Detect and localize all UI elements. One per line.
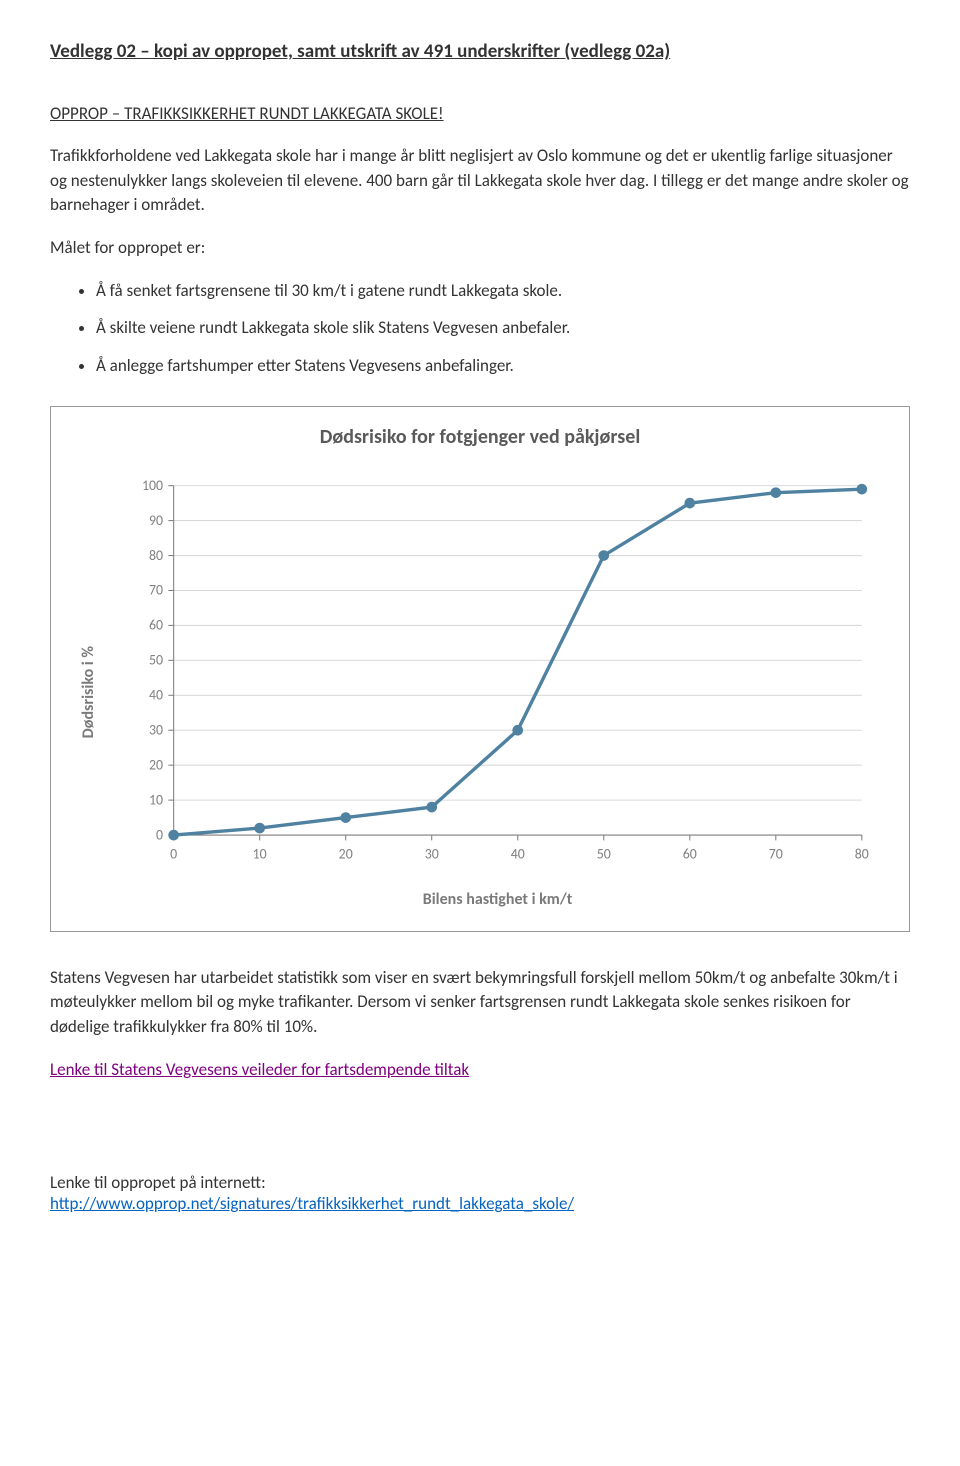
svg-text:40: 40 [511, 845, 525, 862]
svg-text:20: 20 [149, 756, 163, 773]
svg-text:10: 10 [149, 791, 163, 808]
page-heading: Vedlegg 02 – kopi av oppropet, samt utsk… [50, 40, 910, 63]
bullet-list: Å få senket fartsgrensene til 30 km/t i … [50, 279, 910, 378]
chart-title: Dødsrisiko for fotgjenger ved påkjørsel [79, 425, 881, 449]
chart-plot-column: 010203040506070809010001020304050607080 … [114, 475, 881, 909]
svg-text:30: 30 [149, 721, 163, 738]
svg-text:100: 100 [142, 477, 163, 494]
svg-text:50: 50 [149, 652, 163, 669]
svg-text:60: 60 [149, 617, 163, 634]
sub-heading: OPPROP – TRAFIKKSIKKERHET RUNDT LAKKEGAT… [50, 103, 910, 124]
chart-x-axis-label: Bilens hastighet i km/t [114, 890, 881, 909]
svg-text:10: 10 [253, 845, 267, 862]
svg-text:60: 60 [683, 845, 697, 862]
svg-text:20: 20 [339, 845, 353, 862]
internet-link-block: Lenke til oppropet på internett: http://… [50, 1172, 910, 1214]
chart-y-axis-label: Dødsrisiko i % [79, 646, 98, 738]
list-item: Å skilte veiene rundt Lakkegata skole sl… [96, 316, 910, 340]
svg-text:80: 80 [855, 845, 869, 862]
svg-text:70: 70 [149, 582, 163, 599]
stats-paragraph: Statens Vegvesen har utarbeidet statisti… [50, 966, 910, 1040]
list-item: Å anlegge fartshumper etter Statens Vegv… [96, 354, 910, 378]
list-item: Å få senket fartsgrensene til 30 km/t i … [96, 279, 910, 303]
opprop-link[interactable]: http://www.opprop.net/signatures/trafikk… [50, 1193, 574, 1214]
svg-text:50: 50 [597, 845, 611, 862]
svg-text:30: 30 [425, 845, 439, 862]
svg-text:0: 0 [170, 845, 177, 862]
svg-text:80: 80 [149, 547, 163, 564]
veileder-link-wrap: Lenke til Statens Vegvesens veileder for… [50, 1058, 910, 1083]
svg-text:90: 90 [149, 512, 163, 529]
internet-link-label: Lenke til oppropet på internett: [50, 1172, 910, 1193]
svg-text:0: 0 [156, 826, 163, 843]
line-chart: 0 10 20 30 40 50 60 70 80 90 100 0 10 20 30 40 50 60 70 80 [114, 475, 881, 880]
intro-paragraph: Trafikkforholdene ved Lakkegata skole ha… [50, 144, 910, 218]
veileder-link[interactable]: Lenke til Statens Vegvesens veileder for… [50, 1059, 469, 1080]
intro-bullets-label: Målet for oppropet er: [50, 236, 910, 261]
svg-text:40: 40 [149, 687, 163, 704]
chart-container: Dødsrisiko for fotgjenger ved påkjørsel … [50, 406, 910, 932]
svg-text:70: 70 [769, 845, 783, 862]
